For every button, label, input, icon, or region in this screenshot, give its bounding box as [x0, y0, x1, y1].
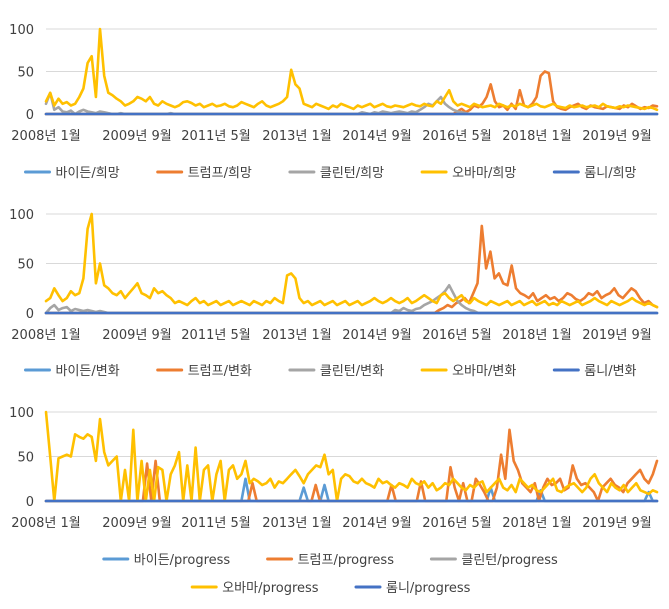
- x-tick-label: 2019년 9월: [582, 516, 651, 531]
- x-tick-label: 2014년 9월: [342, 129, 411, 144]
- legend-item: 오바마/변화: [420, 364, 516, 379]
- legend-item: 오바마/progress: [190, 581, 319, 596]
- x-tick-label: 2018년 1월: [502, 129, 571, 144]
- legend-label: 오바마/변화: [452, 364, 516, 379]
- y-tick-label: 50: [17, 258, 34, 273]
- legend-item: 바이든/변화: [24, 364, 120, 379]
- legend-item: 롬니/progress: [354, 581, 471, 596]
- legend-label: 클린턴/변화: [320, 364, 384, 379]
- legend-item: 오바마/희망: [420, 166, 516, 181]
- x-tick-label: 2018년 1월: [502, 328, 571, 343]
- x-tick-label: 2008년 1월: [11, 328, 80, 343]
- series-line-3: [44, 283, 659, 315]
- y-tick-label: 50: [17, 66, 34, 81]
- x-tick-label: 2014년 9월: [342, 328, 411, 343]
- y-tick-label: 100: [9, 208, 34, 223]
- x-tick-label: 2016년 5월: [422, 129, 491, 144]
- legend-label: 롬니/변화: [584, 364, 636, 379]
- legend-label: 트럼프/progress: [298, 553, 395, 568]
- legend-item: 롬니/희망: [552, 166, 637, 181]
- y-tick-label: 100: [9, 23, 34, 38]
- series-line-4: [44, 410, 659, 503]
- y-tick-label: 0: [26, 108, 34, 123]
- x-tick-label: 2008년 1월: [11, 129, 80, 144]
- chart-panel-3: 0 50 100 2008년 1월 2009년 9월 2011년 5월 2013년 1월 20…: [9, 406, 659, 596]
- legend-item: 클린턴/progress: [429, 553, 558, 568]
- x-tick-label: 2016년 5월: [422, 328, 491, 343]
- legend-label: 오바마/progress: [222, 581, 319, 596]
- legend-label: 바이든/희망: [56, 166, 120, 181]
- x-tick-label: 2014년 9월: [342, 516, 411, 531]
- series-line-4: [44, 27, 659, 112]
- y-tick-label: 0: [26, 307, 34, 322]
- y-tick-label: 100: [9, 406, 34, 421]
- x-tick-label: 2011년 5월: [181, 328, 250, 343]
- x-tick-label: 2019년 9월: [582, 129, 651, 144]
- legend-label: 롬니/희망: [584, 166, 636, 181]
- x-tick-label: 2011년 5월: [181, 516, 250, 531]
- x-tick-label: 2011년 5월: [181, 129, 250, 144]
- legend-item: 클린턴/변화: [288, 364, 384, 379]
- legend-label: 롬니/progress: [386, 581, 471, 596]
- legend-item: 클린턴/희망: [288, 166, 384, 181]
- legend-item: 트럼프/희망: [156, 166, 252, 181]
- legend-item: 트럼프/변화: [156, 364, 252, 379]
- legend-label: 클린턴/희망: [320, 166, 384, 181]
- legend-label: 바이든/progress: [134, 553, 231, 568]
- legend-item: 트럼프/progress: [266, 553, 395, 568]
- legend-label: 트럼프/희망: [188, 166, 252, 181]
- legend-item: 바이든/희망: [24, 166, 120, 181]
- legend-label: 트럼프/변화: [188, 364, 252, 379]
- legend-item: 롬니/변화: [552, 364, 637, 379]
- series-line-2: [44, 224, 659, 315]
- x-tick-label: 2013년 1월: [262, 328, 331, 343]
- x-tick-label: 2016년 5월: [422, 516, 491, 531]
- series-line-4: [44, 212, 659, 309]
- legend-label: 오바마/희망: [452, 166, 516, 181]
- x-tick-label: 2008년 1월: [11, 516, 80, 531]
- x-tick-label: 2013년 1월: [262, 516, 331, 531]
- legend-item: 바이든/progress: [102, 553, 231, 568]
- x-tick-label: 2009년 9월: [102, 328, 171, 343]
- y-tick-label: 50: [17, 451, 34, 466]
- x-tick-label: 2019년 9월: [582, 328, 651, 343]
- chart-panel-2: 0 50 100 2008년 1월 2009년 9월 2011년 5월 2013년 1월 20…: [9, 208, 659, 379]
- legend-label: 클린턴/progress: [461, 553, 558, 568]
- x-tick-label: 2009년 9월: [102, 129, 171, 144]
- y-tick-label: 0: [26, 495, 34, 510]
- x-tick-label: 2018년 1월: [502, 516, 571, 531]
- legend-label: 바이든/변화: [56, 364, 120, 379]
- chart-panel-1: 0 50 100 2008년 1월 2009년 9월 2011년 5월 2013년 1월 20…: [9, 23, 659, 181]
- x-tick-label: 2009년 9월: [102, 516, 171, 531]
- x-tick-label: 2013년 1월: [262, 129, 331, 144]
